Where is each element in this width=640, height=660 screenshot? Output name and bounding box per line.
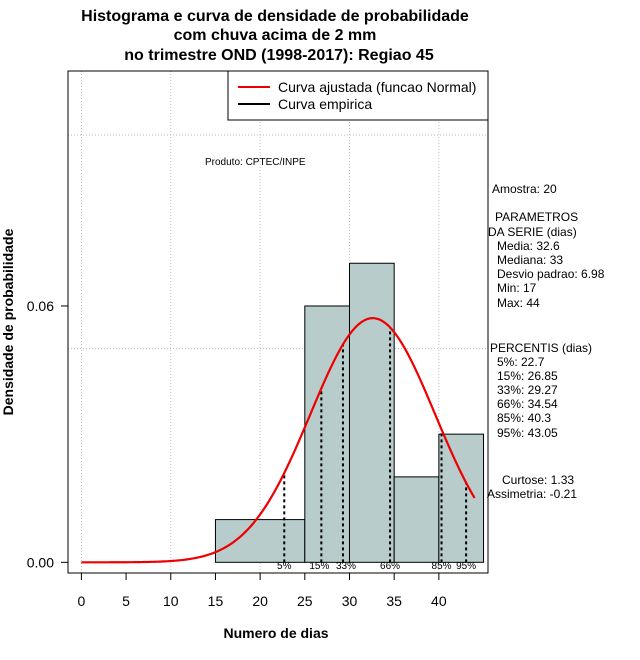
stat-amostra: Amostra: 20 xyxy=(492,182,557,196)
param-subtitle: DA SERIE (dias) xyxy=(488,225,577,239)
histogram-bar-0 xyxy=(214,519,306,563)
x-tick-label-5: 25 xyxy=(297,593,313,609)
x-tick-label-2: 10 xyxy=(163,593,179,609)
percentile-label-3: 66% xyxy=(380,561,400,572)
x-tick-label-3: 15 xyxy=(208,593,224,609)
stat-curtose: Curtose: 1.33 xyxy=(502,473,574,487)
grid-layer xyxy=(68,71,488,573)
percentil-15: 15%: 26.85 xyxy=(497,369,558,383)
stats-panel: Amostra: 20 PARAMETROS DA SERIE (dias) M… xyxy=(487,182,605,501)
percentil-5: 5%: 22.7 xyxy=(497,355,545,369)
x-tick-label-7: 35 xyxy=(386,593,402,609)
x-tick-label-4: 20 xyxy=(252,593,268,609)
ticks-layer: 0 5 10 15 20 25 30 35 40 0.00 0.06 xyxy=(27,298,447,609)
percentil-85: 85%: 40.3 xyxy=(497,411,551,425)
percentile-label-2: 33% xyxy=(336,561,356,572)
x-axis-label: Numero de dias xyxy=(223,625,328,641)
chart-title-line-3: no trimestre OND (1998-2017): Regiao 45 xyxy=(124,47,434,64)
param-min: Min: 17 xyxy=(497,281,537,295)
histogram-bar-4 xyxy=(438,433,485,563)
chart-title-line-1: Histograma e curva de densidade de proba… xyxy=(81,8,469,25)
legend-label-normal: Curva ajustada (funcao Normal) xyxy=(278,79,476,95)
param-max: Max: 44 xyxy=(497,296,540,310)
legend-box xyxy=(227,70,489,121)
percentile-label-4: 85% xyxy=(432,561,452,572)
histogram-bar-2 xyxy=(348,262,395,563)
param-media: Media: 32.6 xyxy=(497,239,560,253)
y-axis-label: Densidade de probabilidade xyxy=(0,228,16,415)
y-tick-label-1: 0.06 xyxy=(27,298,54,314)
chart-title-line-2: com chuva acima de 2 mm xyxy=(174,27,377,44)
x-tick-label-1: 5 xyxy=(122,593,130,609)
legend: Curva ajustada (funcao Normal) Curva emp… xyxy=(227,70,489,121)
percentile-label-0: 5% xyxy=(277,561,292,572)
histogram-bar-3 xyxy=(393,476,440,563)
percentil-33: 33%: 29.27 xyxy=(497,383,558,397)
x-tick-label-8: 40 xyxy=(431,593,447,609)
percentil-66: 66%: 34.54 xyxy=(497,397,558,411)
percentil-95: 95%: 43.05 xyxy=(497,426,558,440)
stat-assimetria: Assimetria: -0.21 xyxy=(487,487,577,501)
param-mediana: Mediana: 33 xyxy=(497,253,563,267)
legend-label-empirical: Curva empirica xyxy=(278,96,372,112)
product-annotation: Produto: CPTEC/INPE xyxy=(205,157,306,168)
param-title: PARAMETROS xyxy=(495,210,578,224)
x-tick-label-6: 30 xyxy=(342,593,358,609)
normal-curve xyxy=(81,317,476,564)
x-tick-label-0: 0 xyxy=(78,593,86,609)
param-desvio: Desvio padrao: 6.98 xyxy=(497,267,605,281)
bars-layer xyxy=(214,262,485,563)
percentile-lines-layer: 5% 15% 33% 66% 85% 95% xyxy=(277,327,476,572)
percentis-title: PERCENTIS (dias) xyxy=(490,341,592,355)
y-tick-label-0: 0.00 xyxy=(27,554,54,570)
percentile-label-1: 15% xyxy=(309,561,329,572)
curve-layer xyxy=(81,317,476,564)
percentile-label-5: 95% xyxy=(456,561,476,572)
